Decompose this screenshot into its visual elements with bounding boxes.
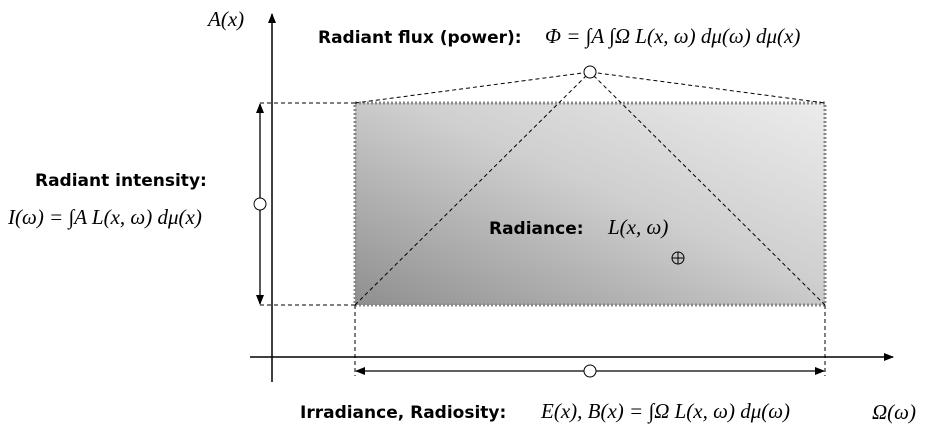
intensity-point (253, 197, 267, 211)
flux-point (583, 65, 597, 79)
flux-formula: Φ = ∫A ∫Ω L(x, ω) dμ(ω) dμ(x) (545, 24, 800, 49)
flux-label: Radiant flux (power): (318, 28, 522, 48)
intensity-label: Radiant intensity: (35, 171, 207, 191)
radiance-label: Radiance: (489, 219, 584, 239)
x-axis-label: Ω(ω) (872, 400, 916, 424)
y-axis-label: A(x) (206, 7, 244, 31)
irradiance-point (583, 364, 597, 378)
radiance-region (353, 101, 827, 307)
irradiance-label: Irradiance, Radiosity: (300, 403, 506, 423)
radiance-point (671, 251, 685, 265)
intensity-formula: I(ω) = ∫A L(x, ω) dμ(x) (7, 205, 202, 230)
radiance-formula: L(x, ω) (607, 215, 668, 239)
irradiance-formula: E(x), B(x) = ∫Ω L(x, ω) dμ(ω) (540, 399, 790, 424)
